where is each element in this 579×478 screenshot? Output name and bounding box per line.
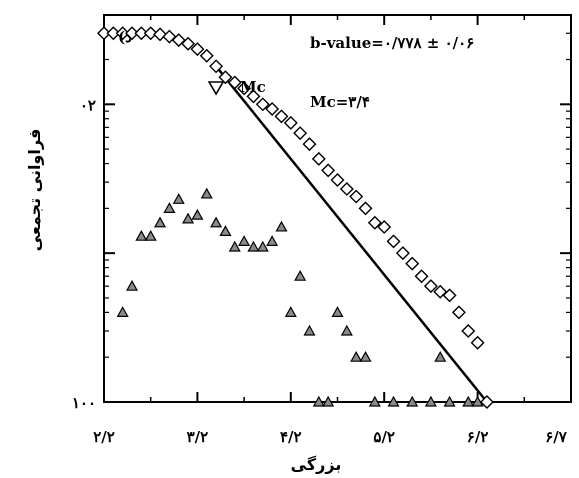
cumulative-point — [377, 219, 392, 234]
noncumulative-point — [238, 235, 251, 246]
cumulative-point — [395, 246, 410, 261]
cumulative-point — [227, 75, 242, 90]
b-value-annotation: b-value=۰/۷۷۸ ± ۰/۰۶ — [310, 34, 474, 52]
noncumulative-point — [247, 240, 260, 252]
cumulative-point — [470, 335, 485, 350]
noncumulative-series — [116, 187, 484, 407]
noncumulative-point — [210, 216, 223, 228]
noncumulative-point — [303, 324, 316, 336]
noncumulative-point — [434, 350, 447, 362]
noncumulative-point — [462, 395, 475, 407]
cumulative-point — [293, 126, 308, 141]
fit-line-group — [207, 65, 488, 403]
cumulative-point — [115, 26, 130, 41]
noncumulative-point — [350, 350, 363, 362]
cumulative-point — [330, 173, 345, 188]
mc-marker — [207, 81, 225, 96]
x-tick-label: ۶/۷ — [545, 428, 568, 446]
cumulative-point — [461, 323, 476, 338]
noncumulative-point — [312, 395, 325, 407]
noncumulative-point — [182, 212, 195, 224]
cumulative-point — [106, 26, 121, 41]
cumulative-point — [153, 27, 168, 42]
tick-labels: ۲/۲ ۳/۲ ۴/۲ ۵/۲ ۶/۲ ۶/۷ ۱۰۰ ۰۲ — [72, 96, 568, 446]
cumulative-point — [237, 81, 252, 96]
cumulative-point — [339, 181, 354, 196]
cumulative-point — [199, 48, 214, 63]
cumulative-point — [321, 163, 336, 178]
panel-label: (د — [118, 28, 132, 46]
noncumulative-point — [340, 324, 353, 336]
cumulative-point — [171, 33, 186, 48]
cumulative-point — [265, 102, 280, 116]
noncumulative-point — [443, 395, 456, 407]
cumulative-point — [255, 97, 270, 112]
cumulative-point — [143, 26, 158, 41]
cumulative-point — [386, 234, 401, 249]
cumulative-point — [414, 269, 429, 284]
cumulative-point — [134, 26, 149, 41]
cumulative-point — [218, 70, 233, 85]
y-tick-label: ۰۲ — [80, 96, 96, 114]
cumulative-point — [423, 279, 438, 294]
mc-marker-label: Mc — [240, 78, 266, 96]
cumulative-point — [451, 305, 466, 320]
cumulative-point — [125, 26, 140, 41]
cumulative-point — [97, 26, 111, 41]
cumulative-point — [283, 115, 298, 130]
noncumulative-point — [154, 216, 167, 228]
noncumulative-point — [424, 395, 437, 407]
y-axis-title: فراوانی تجمعی — [25, 129, 44, 252]
noncumulative-point — [284, 306, 297, 317]
noncumulative-point — [331, 306, 344, 317]
noncumulative-point — [368, 395, 381, 407]
x-tick-label: ۶/۲ — [467, 428, 489, 446]
noncumulative-point — [191, 208, 204, 220]
x-tick-label: ۳/۲ — [187, 428, 209, 446]
cumulative-point — [405, 256, 420, 271]
noncumulative-point — [172, 193, 185, 204]
cumulative-point — [358, 201, 373, 216]
fit-line — [215, 65, 488, 403]
plot-frame — [103, 14, 572, 403]
noncumulative-point — [200, 187, 213, 199]
mc-annotation: Mc=۳/۴ — [310, 93, 370, 111]
noncumulative-point — [406, 395, 419, 407]
noncumulative-point — [219, 225, 232, 237]
cumulative-point — [302, 137, 317, 152]
noncumulative-point — [144, 229, 157, 241]
cumulative-point — [274, 109, 289, 124]
noncumulative-point — [135, 229, 148, 241]
noncumulative-point — [359, 350, 372, 362]
cumulative-point — [246, 89, 261, 104]
cumulative-point — [190, 42, 205, 57]
x-tick-label: ۵/۲ — [373, 428, 395, 446]
cumulative-point — [479, 395, 494, 409]
x-axis-title: بزرگی — [291, 455, 342, 474]
y-tick-label: ۱۰۰ — [72, 394, 96, 412]
cumulative-series — [97, 26, 494, 409]
cumulative-point — [311, 151, 326, 166]
cumulative-point — [209, 59, 224, 74]
noncumulative-point — [275, 220, 288, 232]
x-tick-label: ۴/۲ — [280, 428, 302, 446]
noncumulative-point — [322, 395, 335, 407]
noncumulative-point — [163, 202, 176, 213]
noncumulative-point — [471, 395, 484, 407]
noncumulative-point — [256, 240, 269, 252]
cumulative-point — [349, 189, 364, 204]
noncumulative-point — [387, 395, 400, 407]
cumulative-point — [367, 215, 382, 230]
noncumulative-point — [126, 279, 139, 291]
axis-ticks — [103, 15, 572, 403]
noncumulative-point — [266, 235, 279, 246]
cumulative-point — [442, 288, 457, 303]
noncumulative-point — [116, 306, 129, 317]
cumulative-point — [181, 36, 196, 51]
noncumulative-point — [228, 240, 241, 252]
x-tick-label: ۲/۲ — [93, 428, 115, 446]
noncumulative-point — [294, 269, 307, 281]
